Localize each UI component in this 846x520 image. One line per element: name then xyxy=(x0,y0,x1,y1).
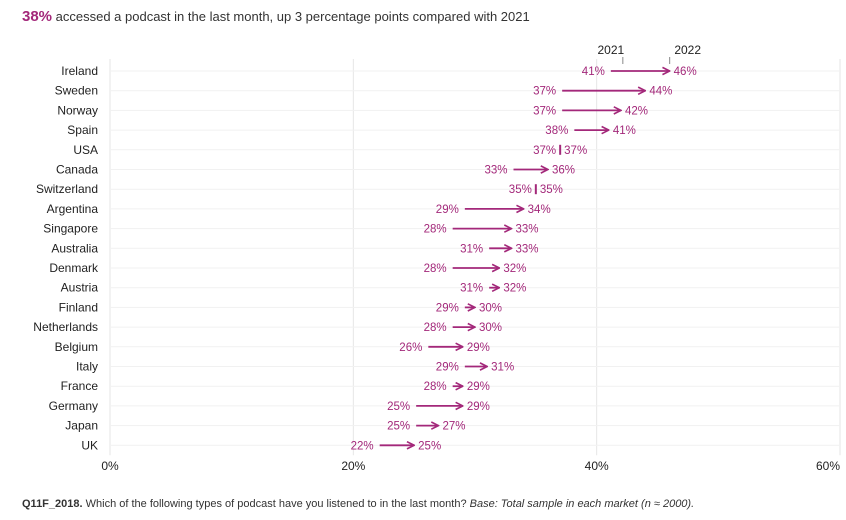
category-label: Spain xyxy=(67,123,98,137)
value-label-2021: 28% xyxy=(424,381,447,393)
value-label-2021: 31% xyxy=(460,243,483,255)
value-label-2021: 37% xyxy=(533,86,556,98)
category-label: Italy xyxy=(76,360,98,374)
category-label: Argentina xyxy=(47,202,99,216)
x-tick-label: 0% xyxy=(101,459,119,473)
value-label-2022: 29% xyxy=(467,401,490,413)
value-label-2021: 29% xyxy=(436,362,459,374)
value-label-2021: 28% xyxy=(424,263,447,275)
category-label: USA xyxy=(73,143,98,157)
category-label: Sweden xyxy=(55,84,98,98)
value-label-2022: 42% xyxy=(625,105,648,117)
value-label-2021: 25% xyxy=(387,401,410,413)
value-label-2022: 32% xyxy=(503,263,526,275)
value-label-2022: 25% xyxy=(418,440,441,452)
headline-highlight: 38% xyxy=(22,8,53,25)
value-label-2021: 41% xyxy=(582,66,605,78)
headline-text: accessed a podcast in the last month, up… xyxy=(52,9,530,24)
value-label-2022: 36% xyxy=(552,165,575,177)
x-tick-label: 20% xyxy=(341,459,365,473)
value-label-2022: 33% xyxy=(516,243,539,255)
category-label: Ireland xyxy=(61,64,98,78)
value-label-2021: 22% xyxy=(351,440,374,452)
x-tick-label: 40% xyxy=(585,459,609,473)
category-label: UK xyxy=(81,438,98,452)
category-label: Germany xyxy=(49,399,98,413)
x-tick-label: 60% xyxy=(816,459,840,473)
headline: 38% accessed a podcast in the last month… xyxy=(22,8,530,25)
legend-2021: 2021 xyxy=(597,43,624,57)
category-label: France xyxy=(61,379,99,393)
footnote-code: Q11F_2018. xyxy=(22,498,83,510)
footnote: Q11F_2018. Which of the following types … xyxy=(22,498,694,510)
value-label-2021: 28% xyxy=(424,322,447,334)
value-label-2022: 30% xyxy=(479,302,502,314)
value-label-2021: 38% xyxy=(545,125,568,137)
category-label: Netherlands xyxy=(33,320,98,334)
category-label: Switzerland xyxy=(36,182,98,196)
value-label-2022: 29% xyxy=(467,381,490,393)
value-label-2022: 32% xyxy=(503,283,526,295)
value-label-2021: 37% xyxy=(533,145,556,157)
value-label-2021: 37% xyxy=(533,105,556,117)
legend-2022: 2022 xyxy=(674,43,701,57)
category-label: Finland xyxy=(59,300,98,314)
category-label: Norway xyxy=(57,103,98,117)
value-label-2021: 29% xyxy=(436,204,459,216)
value-label-2022: 46% xyxy=(674,66,697,78)
value-label-2022: 34% xyxy=(528,204,551,216)
podcast-chart: 0% 20% 40% 60% 2021 2022 Ireland 41% 46% Sweden 37… xyxy=(33,43,841,473)
value-label-2021: 25% xyxy=(387,421,410,433)
value-label-2022: 44% xyxy=(649,86,672,98)
value-label-2022: 37% xyxy=(564,145,587,157)
value-label-2022: 35% xyxy=(540,184,563,196)
category-label: Canada xyxy=(56,163,98,177)
value-label-2022: 33% xyxy=(516,224,539,236)
value-label-2022: 30% xyxy=(479,322,502,334)
value-label-2022: 27% xyxy=(443,421,466,433)
category-label: Austria xyxy=(61,281,99,295)
footnote-base: Base: Total sample in each market (n ≈ 2… xyxy=(469,498,695,510)
value-label-2021: 29% xyxy=(436,302,459,314)
category-label: Singapore xyxy=(43,222,98,236)
footnote-question: Which of the following types of podcast … xyxy=(82,498,470,510)
category-label: Australia xyxy=(51,241,98,255)
category-label: Belgium xyxy=(55,340,98,354)
category-label: Denmark xyxy=(49,261,99,275)
value-label-2021: 28% xyxy=(424,224,447,236)
value-label-2021: 35% xyxy=(509,184,532,196)
category-label: Japan xyxy=(65,419,98,433)
value-label-2022: 31% xyxy=(491,362,514,374)
value-label-2021: 31% xyxy=(460,283,483,295)
value-label-2021: 26% xyxy=(399,342,422,354)
value-label-2021: 33% xyxy=(484,165,507,177)
value-label-2022: 41% xyxy=(613,125,636,137)
value-label-2022: 29% xyxy=(467,342,490,354)
